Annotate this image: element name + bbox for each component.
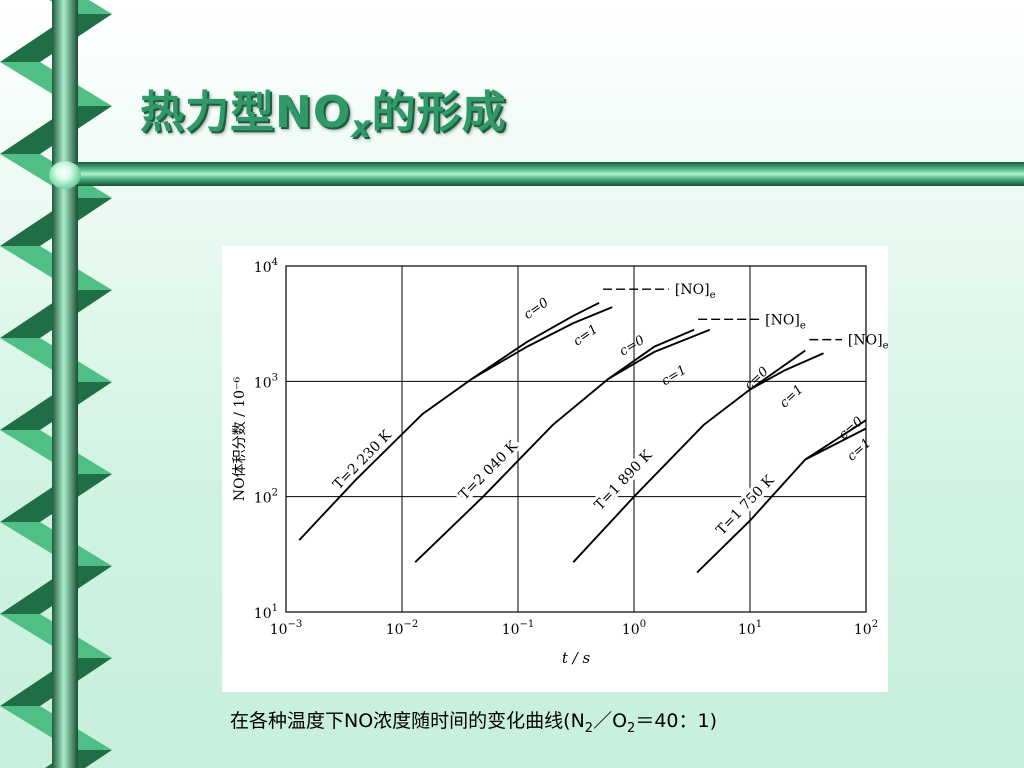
title-divider-bar <box>60 162 1024 186</box>
x-tick-label: 10−3 <box>270 619 303 638</box>
chart-panel: 10−3 10−2 10−1 100 101 102 101 102 103 104 t / s NO… <box>222 246 888 692</box>
x-tick-label: 101 <box>738 619 762 638</box>
equilibrium-label: [NO]e <box>765 312 806 331</box>
curve-c=0 <box>414 328 695 563</box>
equilibrium-label: [NO]e <box>848 333 888 352</box>
series-label-c1: c=1 <box>659 363 689 389</box>
no-concentration-chart: 10−3 10−2 10−1 100 101 102 101 102 103 104 t / s NO… <box>232 257 888 667</box>
temperature-label: T=1 890 K <box>592 447 656 514</box>
y-tick-label: 103 <box>254 372 278 391</box>
temperature-label: T=1 750 K <box>713 472 778 538</box>
equilibrium-label: [NO]e <box>675 282 716 301</box>
y-axis-label: NO体积分数 / 10⁻⁶ <box>232 377 248 502</box>
x-tick-label: 10−1 <box>502 619 535 638</box>
curve-c=1 <box>749 352 824 391</box>
series-label-c0: c=0 <box>521 295 551 322</box>
y-tick-label: 102 <box>254 488 278 507</box>
curve-c=1 <box>607 328 711 380</box>
temperature-label: T=2 230 K <box>330 427 395 493</box>
y-tick-label: 101 <box>254 603 278 622</box>
series-label-c1: c=1 <box>571 322 601 349</box>
x-tick-label: 10−2 <box>386 619 419 638</box>
x-tick-label: 102 <box>854 619 878 638</box>
curve-c=0 <box>696 419 867 574</box>
decorative-left-rail <box>0 0 112 768</box>
series-label-c1: c=1 <box>777 382 807 411</box>
x-tick-label: 100 <box>622 619 646 638</box>
plot-frame <box>285 265 867 613</box>
y-tick-label: 104 <box>254 257 278 276</box>
curve-c=0 <box>572 349 806 563</box>
x-axis-label: t / s <box>562 649 591 667</box>
divider-knob <box>49 161 81 189</box>
temperature-label: T=2 040 K <box>456 438 521 503</box>
figure-caption: 在各种温度下NO浓度随时间的变化曲线(N2／O2＝40：1) <box>230 710 718 736</box>
curve-c=0 <box>298 301 600 541</box>
slide-title: 热力型NOx的形成 <box>140 87 507 145</box>
curve-c=1 <box>471 306 613 380</box>
curve-c=1 <box>804 427 867 461</box>
series-label-c0: c=0 <box>742 364 772 393</box>
